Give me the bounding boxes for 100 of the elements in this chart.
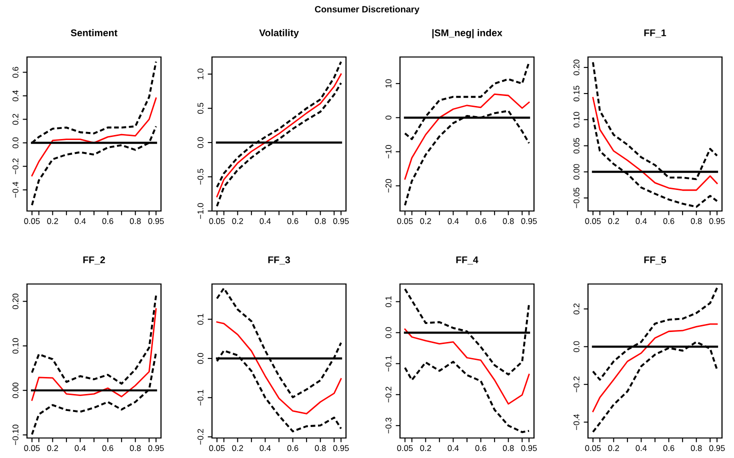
line-series [592, 97, 718, 191]
line-series [592, 61, 718, 180]
x-tick-label: 0.8 [502, 218, 514, 224]
y-tick-label: −0.1 [386, 356, 392, 372]
y-tick-label: 0.0 [574, 341, 580, 352]
line-series [31, 308, 157, 401]
line-series [592, 116, 718, 208]
y-tick-label: 0.1 [198, 314, 204, 325]
x-tick-label: 0.6 [475, 445, 486, 452]
y-tick-label: 0.0 [386, 327, 392, 338]
x-tick-label: 0.95 [333, 445, 349, 452]
x-tick-label: 0.2 [420, 218, 432, 224]
x-tick-label: 0.6 [102, 445, 114, 452]
line-series [216, 321, 342, 414]
line-series [30, 125, 158, 206]
y-tick-label: −0.10 [12, 424, 18, 446]
x-tick-label: 0.8 [130, 445, 141, 452]
line-series [592, 340, 718, 433]
y-tick-label: 0.6 [12, 66, 18, 78]
x-tick-label: 0.8 [314, 218, 326, 224]
y-tick-label: 0.00 [574, 164, 580, 180]
x-tick-label: 0.05 [24, 218, 40, 224]
y-tick-label: −10 [386, 144, 392, 158]
x-tick-label: 0.95 [521, 445, 537, 452]
line-series [216, 60, 342, 188]
line-series [30, 352, 158, 436]
line-series [404, 360, 530, 434]
line-series [404, 328, 530, 405]
x-tick-label: 0.4 [260, 445, 271, 452]
y-tick-label: 0.15 [574, 86, 580, 102]
y-tick-label: −0.1 [198, 390, 204, 406]
chart-title: Volatility [259, 29, 299, 38]
line-series [30, 294, 158, 385]
y-tick-label: 10 [386, 79, 392, 88]
x-tick-label: 0.8 [502, 445, 514, 452]
x-tick-label: 0.4 [74, 218, 86, 224]
y-tick-label: 0.20 [12, 294, 18, 310]
chart-title: Sentiment [70, 29, 118, 36]
y-tick-label: 0.2 [574, 304, 580, 314]
line-series [404, 110, 530, 206]
x-tick-label: 0.05 [24, 445, 40, 452]
x-tick-label: 0.8 [314, 445, 326, 452]
x-tick-label: 0.2 [47, 218, 58, 224]
x-tick-label: 0.2 [608, 218, 620, 224]
x-tick-label: 0.05 [209, 218, 225, 224]
x-tick-label: 0.2 [47, 445, 58, 452]
x-tick-label: 0.6 [663, 445, 674, 452]
y-tick-label: 0.0 [198, 352, 204, 364]
x-tick-label: 0.2 [232, 445, 244, 452]
x-tick-label: 0.05 [209, 445, 225, 452]
y-tick-label: 0.2 [12, 114, 18, 125]
line-series [216, 287, 342, 398]
x-tick-label: 0.6 [102, 218, 114, 224]
line-series [404, 93, 530, 180]
y-tick-label: 1.0 [198, 68, 204, 80]
y-tick-label: 0.0 [12, 137, 18, 148]
x-tick-label: 0.2 [232, 218, 244, 224]
x-tick-label: 0.95 [333, 218, 349, 224]
x-tick-label: 0.05 [397, 445, 413, 452]
x-tick-label: 0.4 [636, 445, 647, 452]
y-tick-label: 0.5 [198, 102, 204, 114]
line-series [216, 350, 342, 432]
line-series [404, 288, 530, 376]
x-tick-label: 0.8 [130, 218, 141, 224]
x-tick-label: 0.95 [521, 218, 537, 224]
y-tick-label: 0.0 [198, 137, 204, 148]
y-tick-label: 0.10 [12, 338, 18, 354]
y-tick-label: −0.4 [12, 182, 18, 198]
x-tick-label: 0.6 [475, 218, 486, 224]
y-tick-label: 0.1 [386, 296, 392, 308]
y-tick-label: −0.5 [198, 168, 204, 185]
y-tick-label: −20 [386, 179, 392, 192]
x-tick-label: 0.05 [397, 218, 413, 224]
y-tick-label: 0.00 [12, 382, 18, 398]
x-tick-label: 0.8 [690, 218, 702, 224]
y-tick-label: −0.2 [198, 429, 204, 445]
y-tick-label: 0 [386, 116, 392, 120]
chart-title: FF_2 [83, 256, 105, 264]
line-series [592, 323, 718, 412]
x-tick-label: 0.8 [690, 445, 702, 452]
x-tick-label: 0.4 [636, 218, 647, 224]
x-tick-label: 0.6 [663, 218, 674, 224]
y-tick-label: −0.2 [574, 376, 580, 392]
chart-title: FF_3 [268, 256, 290, 264]
chart-title: FF_1 [644, 29, 666, 38]
text: Consumer Discretionary [314, 6, 420, 14]
y-tick-label: 0.4 [12, 90, 18, 102]
x-tick-label: 0.95 [709, 218, 725, 224]
y-tick-label: −0.4 [574, 414, 580, 430]
line-series [592, 286, 718, 381]
x-tick-label: 0.6 [287, 218, 298, 224]
y-tick-label: −0.2 [12, 158, 18, 174]
x-tick-label: 0.95 [148, 218, 164, 224]
y-tick-label: −1.0 [198, 203, 204, 219]
chart-title: FF_5 [644, 256, 666, 264]
line-series [31, 97, 157, 176]
y-tick-label: −0.05 [574, 188, 580, 208]
y-tick-label: 0.10 [574, 112, 580, 128]
x-tick-label: 0.4 [448, 445, 459, 452]
x-tick-label: 0.2 [420, 445, 432, 452]
